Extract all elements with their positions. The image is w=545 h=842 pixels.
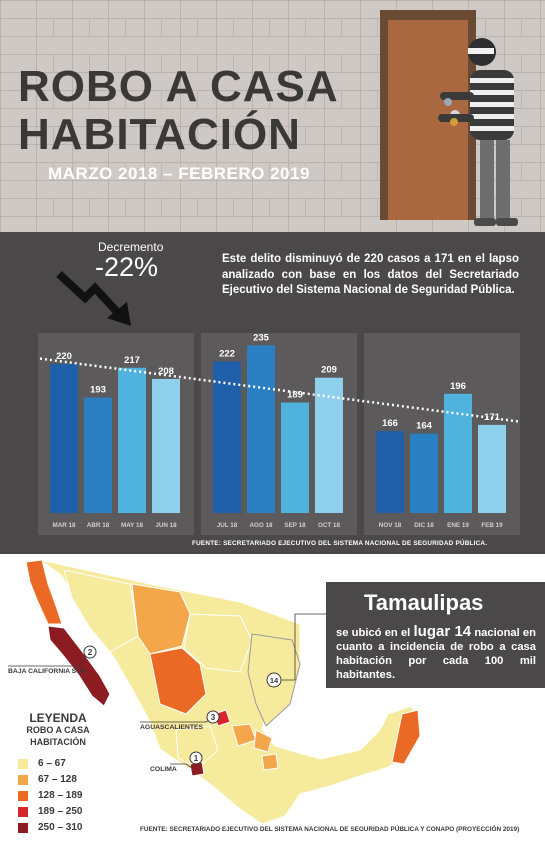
bar-ago-18 [247, 345, 275, 513]
bar-jul-18 [213, 361, 241, 513]
tamaulipas-prefix: se ubicó en el [336, 627, 411, 639]
decrease-value: -22% [95, 252, 159, 282]
legend-item: 128 – 189 [18, 790, 83, 802]
legend-item: 189 – 250 [18, 806, 83, 818]
bar-value-label: 189 [287, 390, 303, 401]
state-morelos [261, 753, 279, 771]
x-tick-label: ENE 19 [447, 522, 469, 529]
rank-marker-ags [206, 710, 220, 724]
bar-sep-18 [281, 402, 309, 513]
page-title-line-2: HABITACIÓN [18, 110, 301, 159]
baja-california [25, 559, 63, 625]
legend-swatch [18, 806, 28, 817]
bar-value-label: 220 [56, 351, 72, 362]
state-chihuahua [131, 583, 191, 655]
legend-swatch [18, 758, 28, 769]
x-tick-label: DIC 18 [414, 522, 434, 529]
burglar-illustration [438, 38, 518, 226]
tamaulipas-title: Tamaulipas [364, 590, 484, 615]
bar-value-label: 208 [158, 366, 174, 377]
x-tick-label: MAR 18 [52, 522, 76, 529]
x-tick-label: JUN 18 [155, 522, 177, 529]
bar-value-label: 193 [90, 385, 106, 396]
x-tick-label: AGO 18 [249, 522, 273, 529]
bar-value-label: 164 [416, 421, 433, 432]
legend-item: 250 – 310 [18, 822, 83, 834]
bar-may-18 [118, 367, 146, 513]
bar-value-label: 196 [450, 381, 466, 392]
legend-range: 67 – 128 [38, 774, 77, 785]
x-tick-label: NOV 18 [379, 522, 402, 529]
rank-marker-ags-label: 3 [211, 713, 216, 722]
label-aguascalientes: AGUASCALIENTES [140, 724, 204, 731]
state-coahuila [183, 613, 253, 673]
bar-value-label: 166 [382, 418, 398, 429]
rank-marker-tamaulipas [266, 672, 282, 688]
decrease-label: Decremento [98, 240, 164, 254]
page-title-line-1: ROBO A CASA [18, 62, 339, 111]
bar-value-label: 209 [321, 365, 337, 376]
state-durango [149, 647, 207, 715]
stats-section: Decremento -22% Este delito disminuyó de… [0, 232, 545, 554]
callout-line-tamaulipas [282, 613, 326, 681]
legend-range: 189 – 250 [38, 806, 83, 817]
map-section: 2 3 1 14 BAJA CALIFORNIA SUR AGUASCALIEN… [0, 554, 545, 842]
tamaulipas-rank: lugar 14 [413, 623, 472, 640]
label-colima: COLIMA [150, 766, 177, 773]
monthly-bar-chart: 220193217208222235189209166164196171 MAR… [38, 332, 520, 535]
bar-oct-18 [315, 377, 343, 513]
callout-line-colima [170, 763, 193, 769]
bar-jun-18 [152, 378, 180, 513]
tamaulipas-suffix: nacional en cuanto a incidencia de robo … [336, 627, 536, 681]
legend-item: 67 – 128 [18, 774, 77, 786]
tamaulipas-callout: Tamaulipas se ubicó en el lugar 14 nacio… [326, 582, 545, 688]
rank-marker-colima [189, 751, 203, 765]
bar-value-label: 235 [253, 332, 270, 343]
legend-subheading-1: ROBO A CASA [26, 725, 90, 735]
rank-marker-colima-label: 1 [194, 754, 199, 763]
legend-range: 250 – 310 [38, 822, 83, 833]
legend-heading: LEYENDA [29, 711, 87, 725]
label-baja-california-sur: BAJA CALIFORNIA SUR [8, 668, 87, 675]
x-tick-label: FEB 19 [481, 522, 503, 529]
bar-mar-18 [50, 364, 78, 513]
state-queretaro [253, 729, 273, 753]
bar-feb-19 [478, 424, 506, 513]
rank-marker-bcs [83, 645, 97, 659]
legend-swatch [18, 790, 28, 801]
trend-line [39, 357, 519, 423]
trend-down-arrow-icon [56, 271, 131, 326]
x-tick-label: ABR 18 [87, 522, 110, 529]
rank-marker-bcs-label: 2 [88, 648, 93, 657]
legend-swatch [18, 774, 28, 785]
legend-range: 128 – 189 [38, 790, 83, 801]
legend-range: 6 – 67 [38, 758, 66, 769]
x-tick-label: MAY 18 [121, 522, 144, 529]
x-tick-label: JUL 18 [217, 522, 238, 529]
period-subtitle: MARZO 2018 – FEBRERO 2019 [48, 164, 310, 183]
x-tick-label: OCT 18 [318, 522, 341, 529]
bar-value-label: 217 [124, 355, 140, 366]
rank-marker-tamaulipas-label: 14 [270, 676, 279, 685]
legend-swatch [18, 822, 28, 833]
state-sonora [63, 569, 139, 653]
legend-subheading-2: HABITACIÓN [30, 737, 86, 747]
header-banner: ROBO A CASA HABITACIÓN MARZO 2018 – FEBR… [0, 0, 545, 232]
bar-nov-18 [376, 431, 404, 513]
legend-title: LEYENDA ROBO A CASA HABITACIÓN [18, 712, 98, 748]
summary-description: Este delito disminuyó de 220 casos a 171… [222, 253, 519, 296]
state-quintana-roo [391, 709, 421, 765]
bar-value-label: 222 [219, 349, 235, 360]
bar-dic-18 [410, 433, 438, 513]
legend-item: 6 – 67 [18, 758, 66, 770]
chart-source: FUENTE: SECRETARIADO EJECUTIVO DEL SISTE… [192, 540, 488, 547]
state-jalisco [175, 725, 219, 769]
tamaulipas-description: se ubicó en el lugar 14 nacional en cuan… [336, 623, 536, 682]
x-tick-label: SEP 18 [284, 522, 306, 529]
mexico-map: 2 3 1 14 [8, 559, 421, 825]
callout-line-bcs [8, 653, 87, 667]
bar-abr-18 [84, 397, 112, 513]
map-source: FUENTE: SECRETARIADO EJECUTIVO DEL SISTE… [140, 826, 520, 833]
